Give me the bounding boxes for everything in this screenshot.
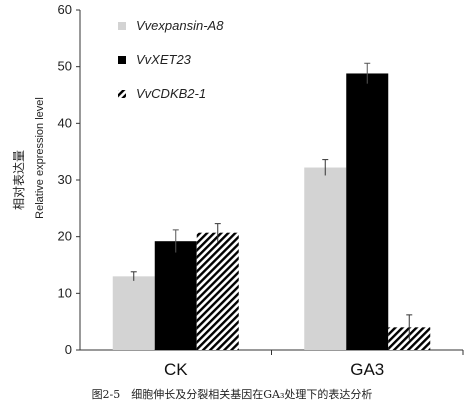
y-tick-label: 40 (58, 115, 72, 130)
y-tick-label: 50 (58, 59, 72, 74)
y-tick-label: 10 (58, 285, 72, 300)
bar (304, 167, 347, 350)
x-category-label: GA3 (350, 360, 384, 379)
bar (154, 241, 197, 350)
bar (346, 73, 389, 350)
legend-swatch (118, 90, 126, 98)
legend-label: VvCDKB2-1 (136, 86, 206, 101)
y-tick-label: 20 (58, 229, 72, 244)
y-axis-label-chinese: 相对表达量 (12, 150, 26, 210)
bars: CK GA3 (112, 62, 431, 379)
legend-label: VvXET23 (136, 52, 192, 67)
y-axis-label-english: Relative expression level (34, 97, 46, 219)
x-category-label: CK (164, 360, 188, 379)
y-tick-label: 60 (58, 2, 72, 17)
legend-swatch (118, 22, 126, 30)
legend: Vvexpansin-A8 VvXET23 VvCDKB2-1 (118, 18, 224, 101)
bar (112, 276, 155, 350)
figure-caption: 图2-5 细胞伸长及分裂相关基因在GA₃处理下的表达分析 (92, 387, 373, 401)
legend-swatch (118, 56, 126, 64)
legend-label: Vvexpansin-A8 (136, 18, 224, 33)
y-tick-label: 30 (58, 172, 72, 187)
bar (196, 232, 239, 350)
y-tick-label: 0 (65, 342, 72, 357)
